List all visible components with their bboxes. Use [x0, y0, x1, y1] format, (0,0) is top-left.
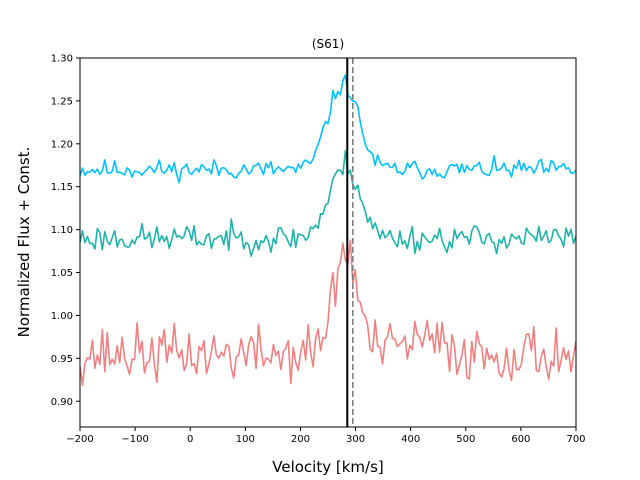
- y-tick-label: 0.90: [51, 397, 73, 408]
- x-tick-label: 200: [291, 434, 310, 445]
- x-axis: −200 −100 0 100 200 300 400 500 600 700: [66, 427, 586, 445]
- x-tick-label: 500: [456, 434, 475, 445]
- x-tick-label: 0: [187, 434, 193, 445]
- y-tick-label: 1.20: [51, 139, 73, 150]
- x-tick-label: 300: [346, 434, 365, 445]
- y-tick-label: 1.05: [51, 268, 73, 279]
- y-axis-label: Normalized Flux + Const.: [15, 147, 33, 338]
- x-tick-label: 400: [401, 434, 420, 445]
- y-tick-label: 1.25: [51, 96, 73, 107]
- plot-frame: [79, 57, 577, 428]
- y-tick-label: 0.95: [51, 354, 73, 365]
- y-tick-label: 1.10: [51, 225, 73, 236]
- x-axis-label: Velocity [km/s]: [272, 458, 383, 476]
- x-tick-label: 100: [236, 434, 255, 445]
- series-line-bottom: [80, 239, 576, 386]
- series-line-top: [80, 74, 576, 184]
- y-axis: 0.90 0.95 1.00 1.05 1.10 1.15 1.20 1.25 1.30: [51, 54, 80, 408]
- series-layer: [80, 74, 576, 386]
- chart-title: (S61): [312, 37, 344, 51]
- x-tick-label: 700: [566, 434, 585, 445]
- y-tick-label: 1.30: [51, 54, 73, 65]
- series-line-middle: [80, 150, 576, 257]
- y-tick-label: 1.15: [51, 182, 73, 193]
- x-tick-label: −100: [121, 434, 148, 445]
- x-tick-label: 600: [511, 434, 530, 445]
- vline-layer: [346, 58, 354, 427]
- y-tick-label: 1.00: [51, 311, 73, 322]
- x-tick-label: −200: [66, 434, 93, 445]
